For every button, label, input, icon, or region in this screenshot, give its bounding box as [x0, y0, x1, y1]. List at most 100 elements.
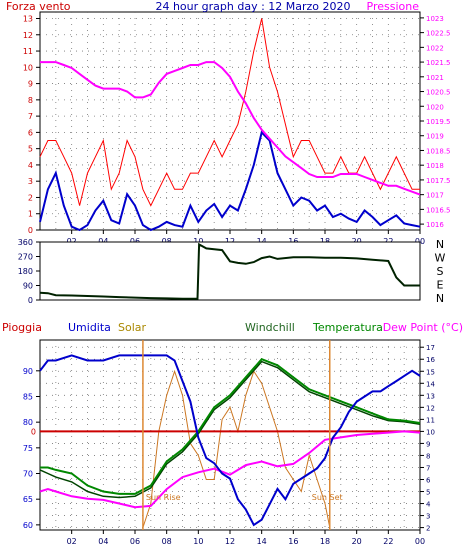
x-tick-label: 08 — [162, 537, 172, 546]
legend-windchill: Windchill — [245, 321, 295, 334]
y-tick-label: 1019.5 — [426, 118, 451, 126]
y-tick-label: 3 — [28, 177, 33, 186]
y-tick-label: 9 — [426, 440, 430, 448]
wind-direction-series — [39, 242, 420, 300]
y-tick-label: 6 — [426, 476, 431, 484]
compass-label: S — [437, 265, 444, 278]
y-tick-label: 10 — [426, 428, 435, 436]
y-tick-label: 2 — [28, 193, 33, 202]
y-tick-label: 5 — [426, 489, 430, 497]
y-tick-label: 1022 — [426, 44, 444, 52]
y-tick-label: 1 — [28, 210, 33, 219]
y-tick-label: 13 — [23, 15, 33, 24]
y-tick-label: 9 — [28, 80, 33, 89]
direction-degree-ticks: 0 90 180 270 360 — [18, 238, 40, 305]
y-tick-label: 14 — [426, 380, 435, 388]
x-tick-label: 10 — [193, 537, 203, 546]
y-tick-label: 8 — [426, 452, 430, 460]
y-tick-label: 12 — [426, 404, 435, 412]
pressure-axis-ticks: 1016 1016.5 1017 1017.5 1018 1018.5 1019 1019.5… — [420, 15, 451, 229]
y-tick-label: 11 — [426, 416, 435, 424]
windchill-line — [39, 360, 421, 499]
y-tick-label: 1017 — [426, 192, 444, 200]
compass-label: N — [436, 292, 444, 305]
y-tick-label: 7 — [426, 464, 430, 472]
x-tick-label: 04 — [98, 537, 108, 546]
legend-temperatura: Temperatura — [312, 321, 383, 334]
sunrise-label: Sun Rise — [146, 493, 181, 502]
y-tick-label: 360 — [18, 238, 33, 247]
x-tick-label: 22 — [383, 537, 393, 546]
y-tick-label: 11 — [23, 47, 33, 56]
y-tick-label: 1023 — [426, 15, 444, 23]
legend-solar: Solar — [118, 321, 147, 334]
y-tick-label: 1019 — [426, 133, 444, 141]
y-tick-label: 8 — [28, 96, 33, 105]
temperature-axis-ticks: 2 3 4 5 6 7 8 9 10 11 12 13 14 15 16 17 — [420, 344, 435, 533]
y-tick-label: 1018.5 — [426, 147, 451, 155]
y-tick-label: 4 — [426, 501, 431, 509]
x-tick-label: 00 — [415, 537, 425, 546]
y-tick-label: 6 — [28, 128, 33, 137]
y-tick-label: 1022.5 — [426, 30, 451, 38]
dew-point-line — [39, 430, 421, 509]
x-tick-label: 06 — [130, 537, 140, 546]
y-tick-label: 60 — [23, 521, 33, 530]
y-tick-label: 0 — [28, 226, 33, 235]
wind-direction-plot-area — [39, 241, 421, 301]
y-tick-label: 17 — [426, 344, 435, 352]
compass-label: N — [436, 238, 444, 251]
sun-annotations: Sun Rise Sun Set 0 — [31, 340, 343, 530]
pressure-axis-label: Pressione — [367, 0, 420, 13]
y-tick-label: 0 — [28, 296, 33, 305]
y-tick-label: 90 — [23, 367, 33, 376]
y-tick-label: 5 — [28, 145, 33, 154]
wind-pressure-grid — [40, 12, 420, 230]
y-tick-label: 1020 — [426, 103, 444, 111]
legend-dew-point: Dew Point (°C) — [383, 321, 463, 334]
humidity-line — [39, 354, 421, 527]
y-tick-label: 1021 — [426, 74, 444, 82]
y-tick-label: 1018 — [426, 162, 444, 170]
wind-direction-line — [39, 242, 420, 300]
y-tick-label: 85 — [23, 392, 33, 401]
wind-pressure-series — [39, 18, 421, 232]
x-tick-label: 14 — [257, 537, 267, 546]
legend-umidita: Umidita — [68, 321, 111, 334]
y-tick-label: 7 — [28, 112, 33, 121]
x-tick-label: 16 — [288, 537, 298, 546]
sunset-label: Sun Set — [312, 493, 343, 502]
y-tick-label: 90 — [23, 282, 33, 291]
y-tick-label: 180 — [18, 267, 33, 276]
rain-zero-label: 0 — [31, 427, 36, 436]
legend-pioggia: Pioggia — [2, 321, 42, 334]
x-tick-label: 02 — [67, 537, 77, 546]
y-tick-label: 270 — [18, 253, 33, 262]
temperature-x-ticks: 02 04 06 08 10 12 14 16 18 20 22 00 — [67, 530, 425, 546]
compass-label: W — [435, 252, 446, 265]
y-tick-label: 4 — [28, 161, 33, 170]
y-tick-label: 1017.5 — [426, 177, 451, 185]
x-tick-label: 12 — [225, 537, 235, 546]
humidity-axis-ticks: 60 65 70 75 80 85 90 — [23, 367, 40, 530]
wind-average-line — [39, 130, 421, 232]
y-tick-label: 1020.5 — [426, 89, 451, 97]
wind-pressure-plot-area — [39, 11, 421, 231]
compass-label: E — [437, 279, 444, 292]
x-tick-label: 20 — [352, 537, 362, 546]
y-tick-label: 13 — [426, 392, 435, 400]
y-tick-label: 70 — [23, 470, 33, 479]
y-tick-label: 3 — [426, 513, 430, 521]
y-tick-label: 1016 — [426, 221, 444, 229]
y-tick-label: 1016.5 — [426, 206, 451, 214]
pressure-line — [40, 61, 421, 196]
y-tick-label: 16 — [426, 356, 435, 364]
temperature-series — [39, 354, 421, 528]
y-tick-label: 80 — [23, 418, 33, 427]
y-tick-label: 2 — [426, 525, 430, 533]
chart-title: 24 hour graph day : 12 Marzo 2020 — [155, 0, 350, 13]
y-tick-label: 65 — [23, 495, 33, 504]
